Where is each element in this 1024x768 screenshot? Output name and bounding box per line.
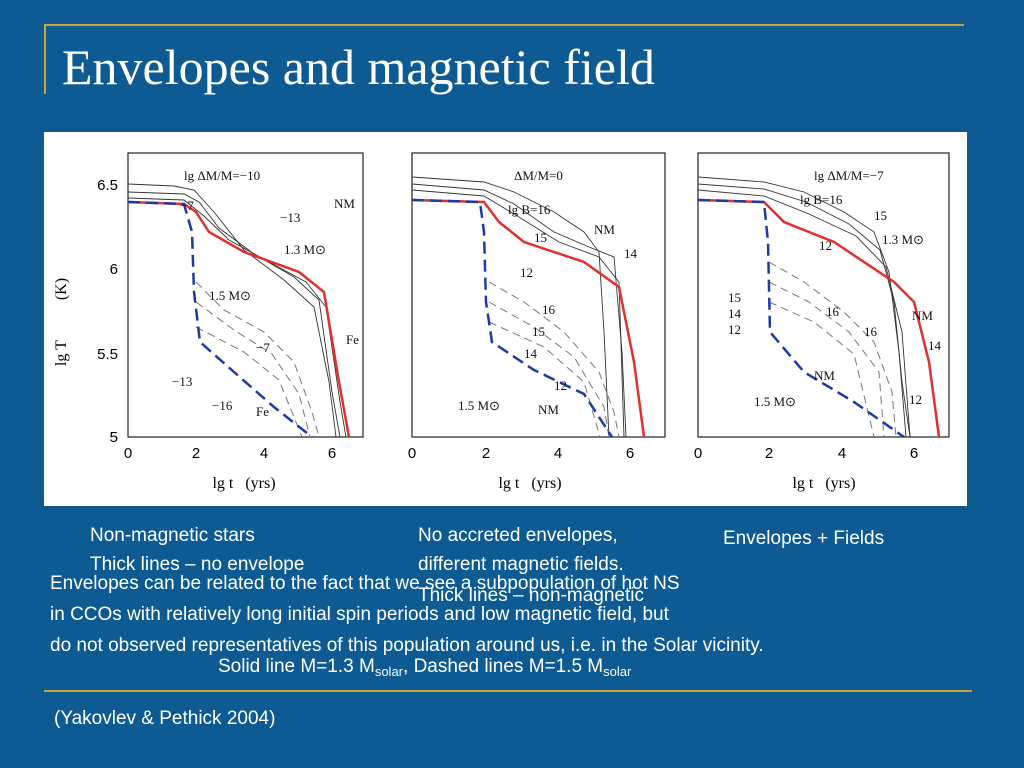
- label-nm: NM: [334, 196, 355, 211]
- mass-legend-line: Solid line M=1.3 Msolar, Dashed lines M=…: [218, 655, 631, 683]
- label-header: lg ΔM/M=−10: [184, 168, 260, 183]
- y-tick-label: 5.5: [97, 346, 118, 363]
- x-tick-label: 2: [765, 445, 773, 462]
- label-d14: 14: [524, 346, 538, 361]
- label-m15sun: 1.5 M⊙: [754, 394, 796, 409]
- label-m7: −7: [180, 198, 194, 213]
- panel-2: 0 2 4 6 lg t (yrs) ΔM/M=0 lg B=16 15 NM …: [408, 152, 666, 492]
- figure-panel: lg T(K) 6.5 6 5.5 5 0 2 4 6 lg t (yrs) l…: [44, 132, 967, 506]
- x-tick-label: 2: [192, 445, 200, 462]
- label-header: ΔM/M=0: [514, 168, 563, 183]
- legend-sub-2: solar: [603, 664, 632, 679]
- label-nm: NM: [912, 308, 933, 323]
- label-r12: 12: [909, 392, 922, 407]
- x-tick-label: 0: [124, 445, 132, 462]
- label-d16: 16: [826, 304, 840, 319]
- slide-title: Envelopes and magnetic field: [62, 39, 655, 95]
- label-v16: 16: [864, 324, 878, 339]
- y-tick-label: 6: [110, 261, 118, 278]
- label-dm16: −16: [212, 398, 233, 413]
- body-line-3: do not observed representatives of this …: [50, 635, 764, 656]
- caption-left-line1: Non-magnetic stars: [90, 525, 255, 546]
- panel-1: 6.5 6 5.5 5 0 2 4 6 lg t (yrs) lg ΔM/M=−…: [97, 152, 364, 492]
- label-d12: 12: [554, 378, 567, 393]
- label-l15: 15: [728, 290, 741, 305]
- label-l14: 14: [728, 306, 742, 321]
- label-dm7: −7: [256, 340, 270, 355]
- label-b14: 14: [624, 246, 638, 261]
- label-b12: 12: [819, 238, 832, 253]
- gold-bottom-rule: [44, 690, 972, 692]
- body-line-2: in CCOs with relatively long initial spi…: [50, 604, 669, 625]
- label-dnm: NM: [814, 368, 835, 383]
- label-header: lg ΔM/M=−7: [814, 168, 884, 183]
- label-l12: 12: [728, 322, 741, 337]
- x-tick-label: 4: [260, 445, 268, 462]
- caption-middle-line1: No accreted envelopes,: [418, 525, 618, 546]
- x-axis-label: lg t (yrs): [792, 475, 855, 492]
- label-b16: lg B=16: [800, 192, 843, 207]
- x-tick-label: 6: [626, 445, 634, 462]
- caption-middle-line2: different magnetic fields.: [418, 554, 624, 575]
- x-tick-label: 2: [482, 445, 490, 462]
- label-m15sun: 1.5 M⊙: [458, 398, 500, 413]
- gold-top-rule: [44, 24, 964, 26]
- label-m13sun: 1.3 M⊙: [882, 232, 924, 247]
- x-tick-label: 6: [910, 445, 918, 462]
- gold-left-rule: [44, 24, 46, 94]
- label-b12: 12: [520, 265, 533, 280]
- label-b15: 15: [534, 230, 547, 245]
- x-tick-label: 0: [408, 445, 416, 462]
- label-m13sun: 1.3 M⊙: [284, 242, 326, 257]
- label-fe-bottom: Fe: [256, 404, 269, 419]
- label-b16: lg B=16: [508, 202, 551, 217]
- label-m13: −13: [280, 210, 300, 225]
- x-axis-label: lg t (yrs): [212, 475, 275, 492]
- label-dm13: −13: [172, 374, 192, 389]
- legend-middle: , Dashed lines M=1.5 M: [403, 656, 604, 677]
- x-axis-label: lg t (yrs): [498, 475, 561, 492]
- label-b15: 15: [874, 208, 887, 223]
- legend-sub-1: solar: [374, 664, 404, 679]
- label-d16: 16: [542, 302, 556, 317]
- x-tick-label: 6: [328, 445, 336, 462]
- y-tick-label: 6.5: [97, 177, 118, 194]
- caption-left-line2: Thick lines – no envelope: [90, 554, 305, 575]
- x-tick-label: 4: [838, 445, 846, 462]
- caption-middle-line3: Thick lines – non-magnetic: [418, 585, 644, 606]
- caption-right: Envelopes + Fields: [723, 528, 885, 549]
- reference: (Yakovlev & Pethick 2004): [54, 708, 276, 729]
- legend-prefix: Solid line M=1.3 M: [218, 656, 375, 677]
- label-d15: 15: [532, 324, 545, 339]
- body-line-1: Envelopes can be related to the fact tha…: [50, 573, 680, 594]
- svg-text:lg T(K): lg T(K): [53, 278, 70, 366]
- label-m15sun: 1.5 M⊙: [209, 288, 251, 303]
- label-dnm: NM: [538, 402, 559, 417]
- label-fe-right: Fe: [346, 332, 359, 347]
- y-axis-label: lg T(K): [53, 278, 70, 366]
- label-r14: 14: [928, 338, 942, 353]
- x-tick-label: 4: [554, 445, 562, 462]
- label-nm: NM: [594, 222, 615, 237]
- x-tick-label: 0: [694, 445, 702, 462]
- y-tick-label: 5: [110, 429, 118, 446]
- panel-3: 0 2 4 6 lg t (yrs) lg ΔM/M=−7 lg B=16 15…: [694, 152, 950, 492]
